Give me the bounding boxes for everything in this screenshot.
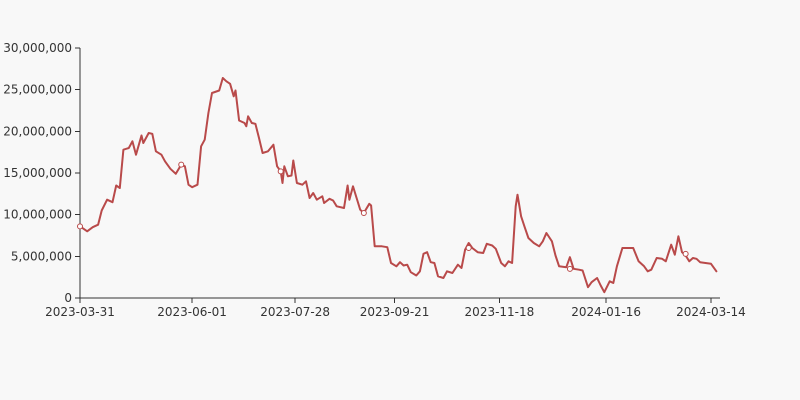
data-point-marker	[178, 161, 185, 168]
x-tick-label: 2023-06-01	[157, 305, 227, 319]
x-tick-label: 2023-03-31	[45, 305, 115, 319]
data-point-marker	[566, 265, 573, 272]
series-layer	[77, 77, 718, 294]
y-tick-label: 0	[64, 291, 72, 305]
y-tick-label: 30,000,000	[3, 41, 72, 55]
x-tick-label: 2023-11-18	[465, 305, 535, 319]
y-tick-label: 25,000,000	[3, 83, 72, 97]
x-tick-label: 2024-01-16	[571, 305, 641, 319]
data-point-marker	[360, 210, 367, 216]
x-axis: 2023-03-31 2023-06-01 2023-07-28 2023-09-21…	[45, 297, 746, 319]
data-point-marker	[77, 223, 83, 230]
y-tick-label: 10,000,000	[3, 208, 72, 222]
x-tick-label: 2023-07-28	[260, 305, 330, 319]
data-point-marker	[465, 245, 472, 251]
y-tick-label: 5,000,000	[11, 249, 72, 263]
y-tick-label: 15,000,000	[3, 166, 72, 180]
data-point-marker	[277, 168, 284, 175]
y-tick-label: 20,000,000	[3, 124, 72, 138]
y-axis: 0 5,000,000 10,000,000 15,000,000 20,000,000…	[3, 41, 81, 305]
x-tick-label: 2024-03-14	[676, 305, 746, 319]
x-tick-label: 2023-09-21	[360, 305, 430, 319]
data-point-marker	[682, 250, 689, 257]
series-line	[79, 77, 718, 294]
